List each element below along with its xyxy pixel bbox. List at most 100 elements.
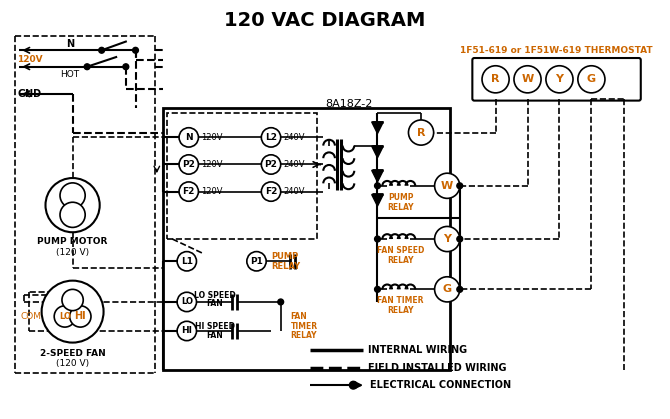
Bar	[163, 109, 450, 370]
Text: N: N	[66, 39, 74, 49]
Circle shape	[261, 128, 281, 147]
Text: 240V: 240V	[283, 133, 305, 142]
Circle shape	[578, 66, 605, 93]
Polygon shape	[372, 170, 383, 182]
Circle shape	[435, 173, 460, 198]
Bar	[168, 113, 318, 239]
Circle shape	[375, 236, 381, 242]
Circle shape	[84, 64, 90, 70]
Text: RELAY: RELAY	[387, 256, 414, 265]
Circle shape	[179, 182, 198, 201]
FancyBboxPatch shape	[472, 58, 641, 101]
Text: RELAY: RELAY	[387, 202, 414, 212]
Polygon shape	[372, 194, 383, 206]
Circle shape	[457, 183, 463, 189]
Text: R: R	[491, 74, 500, 84]
Text: RELAY: RELAY	[387, 306, 414, 315]
Circle shape	[60, 202, 85, 228]
Circle shape	[177, 321, 196, 341]
Text: R: R	[417, 127, 425, 137]
Circle shape	[70, 306, 91, 327]
Text: 240V: 240V	[283, 160, 305, 169]
Polygon shape	[372, 146, 383, 158]
Text: LO: LO	[181, 297, 193, 306]
Text: HI: HI	[74, 311, 86, 321]
Text: FAN TIMER: FAN TIMER	[377, 297, 424, 305]
Text: RELAY: RELAY	[290, 331, 317, 340]
Text: FAN: FAN	[206, 299, 223, 308]
Circle shape	[457, 287, 463, 292]
Circle shape	[177, 292, 196, 312]
Text: FAN: FAN	[206, 331, 223, 340]
Text: 120 VAC DIAGRAM: 120 VAC DIAGRAM	[224, 11, 425, 30]
Circle shape	[177, 251, 196, 271]
Text: LO SPEED: LO SPEED	[194, 291, 236, 300]
Text: ELECTRICAL CONNECTION: ELECTRICAL CONNECTION	[370, 380, 511, 390]
Text: L2: L2	[265, 133, 277, 142]
Text: W: W	[441, 181, 454, 191]
Text: 120V: 120V	[17, 55, 43, 65]
Text: P2: P2	[182, 160, 195, 169]
Text: W: W	[521, 74, 533, 84]
Circle shape	[375, 287, 381, 292]
Circle shape	[46, 178, 100, 232]
Circle shape	[278, 299, 283, 305]
Circle shape	[261, 182, 281, 201]
Circle shape	[62, 290, 83, 310]
Text: G: G	[443, 285, 452, 295]
Text: PUMP: PUMP	[271, 252, 298, 261]
Circle shape	[98, 47, 105, 53]
Circle shape	[375, 183, 381, 189]
Text: 8A18Z-2: 8A18Z-2	[325, 98, 372, 109]
Circle shape	[123, 64, 129, 70]
Circle shape	[60, 183, 85, 208]
Text: HI SPEED: HI SPEED	[195, 322, 235, 331]
Circle shape	[457, 236, 463, 242]
Text: FAN: FAN	[290, 312, 307, 321]
Text: PUMP: PUMP	[388, 193, 413, 202]
Circle shape	[435, 277, 460, 302]
Text: RELAY: RELAY	[271, 261, 300, 271]
Circle shape	[514, 66, 541, 93]
Text: N: N	[185, 133, 192, 142]
Text: G: G	[587, 74, 596, 84]
Circle shape	[247, 251, 266, 271]
Circle shape	[435, 226, 460, 251]
Text: (120 V): (120 V)	[56, 360, 89, 368]
Text: P1: P1	[250, 257, 263, 266]
Text: L1: L1	[181, 257, 193, 266]
Text: 120V: 120V	[201, 133, 223, 142]
Text: HI: HI	[182, 326, 192, 336]
Circle shape	[482, 66, 509, 93]
Circle shape	[350, 381, 357, 389]
Circle shape	[546, 66, 573, 93]
Text: (120 V): (120 V)	[56, 248, 89, 257]
Text: F2: F2	[182, 187, 195, 196]
Circle shape	[133, 47, 139, 53]
Text: 120V: 120V	[201, 160, 223, 169]
Text: Y: Y	[443, 234, 451, 244]
Polygon shape	[372, 122, 383, 134]
Text: COM: COM	[21, 312, 42, 321]
Circle shape	[179, 128, 198, 147]
Text: Y: Y	[555, 74, 563, 84]
Text: F2: F2	[265, 187, 277, 196]
Text: HOT: HOT	[60, 70, 79, 79]
Text: INTERNAL WIRING: INTERNAL WIRING	[368, 345, 467, 355]
Text: 2-SPEED FAN: 2-SPEED FAN	[40, 349, 105, 358]
Circle shape	[261, 155, 281, 174]
Text: 240V: 240V	[283, 187, 305, 196]
Circle shape	[42, 281, 104, 343]
Text: 1F51-619 or 1F51W-619 THERMOSTAT: 1F51-619 or 1F51W-619 THERMOSTAT	[460, 46, 653, 55]
Circle shape	[54, 306, 76, 327]
Text: 120V: 120V	[201, 187, 223, 196]
Text: FIELD INSTALLED WIRING: FIELD INSTALLED WIRING	[368, 363, 507, 373]
Text: P2: P2	[265, 160, 277, 169]
Text: PUMP MOTOR: PUMP MOTOR	[38, 238, 108, 246]
Circle shape	[409, 120, 433, 145]
Text: FAN SPEED: FAN SPEED	[377, 246, 424, 255]
Text: TIMER: TIMER	[290, 322, 318, 331]
Text: GND: GND	[17, 89, 42, 99]
Circle shape	[179, 155, 198, 174]
Text: LO: LO	[59, 312, 71, 321]
